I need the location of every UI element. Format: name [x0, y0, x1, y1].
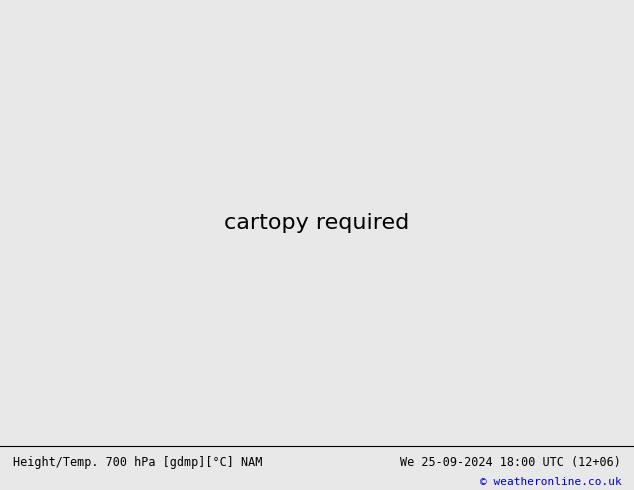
- Text: cartopy required: cartopy required: [224, 213, 410, 233]
- Text: We 25-09-2024 18:00 UTC (12+06): We 25-09-2024 18:00 UTC (12+06): [401, 456, 621, 469]
- Text: © weatheronline.co.uk: © weatheronline.co.uk: [479, 477, 621, 487]
- Text: Height/Temp. 700 hPa [gdmp][°C] NAM: Height/Temp. 700 hPa [gdmp][°C] NAM: [13, 456, 262, 469]
